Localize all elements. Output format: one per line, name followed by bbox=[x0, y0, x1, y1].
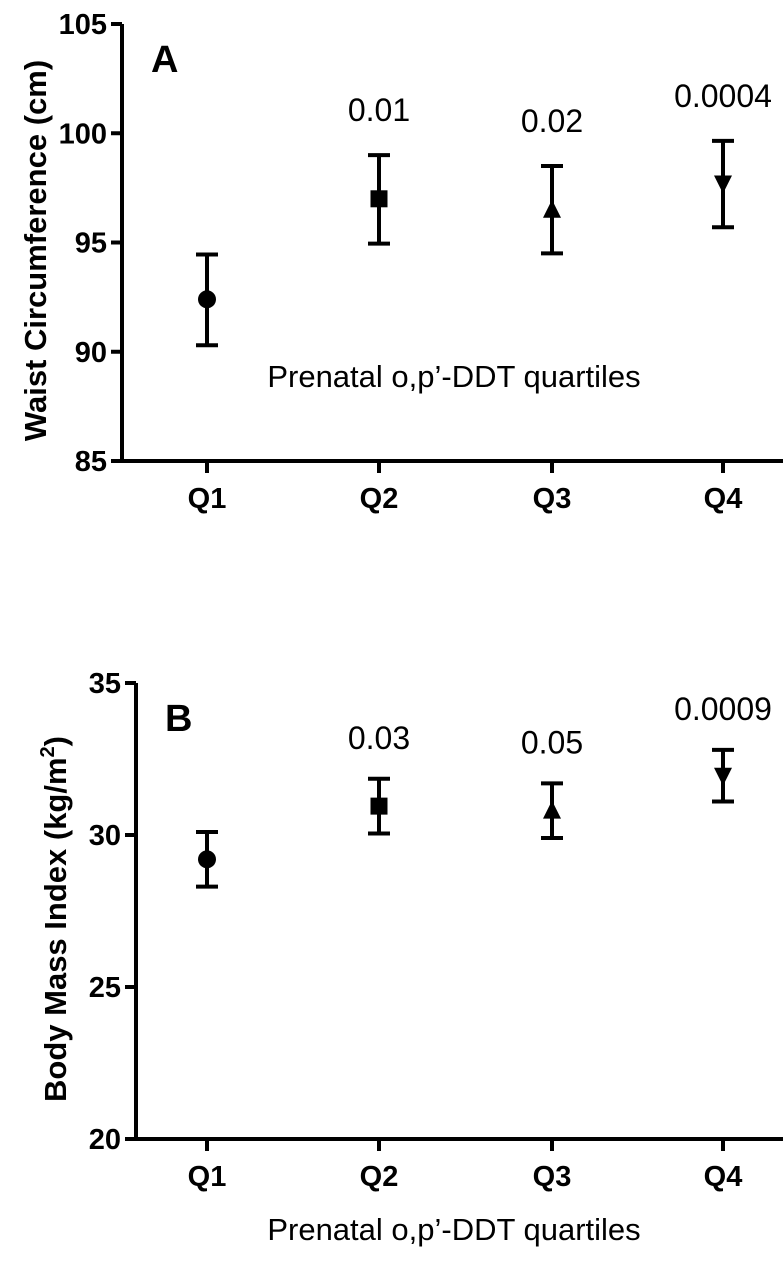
data-point-triangle-down bbox=[714, 767, 732, 786]
body-mass-index-chart: 20 25 30 35 Q1 Q2 Q3 Q4 0.03 0.05 0.0009 B Body Mass… bbox=[37, 668, 783, 1247]
y-tick-label: 105 bbox=[59, 9, 107, 41]
x-tick-label: Q2 bbox=[360, 483, 399, 515]
data-point-square bbox=[370, 797, 388, 815]
waist-circumference-chart: 85 90 95 100 105 Q1 Q2 Q3 Q4 0.01 0.02 0.0004 A Waist… bbox=[18, 9, 783, 515]
x-tick-label: Q4 bbox=[704, 483, 743, 515]
y-axis-label-suffix: ) bbox=[38, 736, 73, 746]
y-tick-label: 25 bbox=[89, 972, 121, 1004]
y-tick-label: 85 bbox=[75, 446, 107, 478]
data-point-triangle-up bbox=[543, 199, 561, 218]
panel-letter: A bbox=[151, 39, 178, 81]
panel-b-bmi-chart: 20 25 30 35 Q1 Q2 Q3 Q4 0.03 0.05 0.0009 B Body Mass… bbox=[0, 660, 783, 1280]
p-value-label: 0.0004 bbox=[674, 78, 772, 114]
x-tick-label: Q3 bbox=[533, 1161, 572, 1193]
panel-a-waist-chart: 85 90 95 100 105 Q1 Q2 Q3 Q4 0.01 0.02 0.0004 A Waist… bbox=[0, 0, 783, 620]
y-tick-label: 35 bbox=[89, 668, 121, 700]
data-point-triangle-down bbox=[714, 175, 732, 194]
p-value-label: 0.0009 bbox=[674, 691, 772, 727]
y-axis-label: Body Mass Index (kg/m2) bbox=[37, 736, 73, 1102]
y-tick-label: 90 bbox=[75, 337, 107, 369]
data-point-circle bbox=[198, 850, 216, 869]
p-value-label: 0.03 bbox=[348, 720, 410, 756]
p-value-label: 0.02 bbox=[521, 103, 583, 139]
x-tick-label: Q3 bbox=[533, 483, 572, 515]
x-axis-label: Prenatal o,p’-DDT quartiles bbox=[267, 1212, 640, 1247]
p-value-label: 0.05 bbox=[521, 724, 583, 760]
p-value-label: 0.01 bbox=[348, 92, 410, 128]
y-axis-label-superscript: 2 bbox=[37, 746, 59, 757]
x-tick-label: Q4 bbox=[704, 1161, 743, 1193]
data-point-square bbox=[370, 190, 388, 208]
data-point-triangle-up bbox=[543, 800, 561, 819]
data-point-circle bbox=[198, 290, 216, 309]
x-tick-label: Q2 bbox=[360, 1161, 399, 1193]
x-axis-label: Prenatal o,p’-DDT quartiles bbox=[267, 359, 640, 394]
x-tick-label: Q1 bbox=[188, 483, 227, 515]
y-tick-label: 100 bbox=[59, 118, 107, 150]
y-tick-label: 30 bbox=[89, 820, 121, 852]
y-axis-label: Waist Circumference (cm) bbox=[18, 60, 53, 441]
x-tick-label: Q1 bbox=[188, 1161, 227, 1193]
panel-letter: B bbox=[165, 698, 192, 740]
y-tick-label: 20 bbox=[89, 1124, 121, 1156]
y-tick-label: 95 bbox=[75, 228, 107, 260]
